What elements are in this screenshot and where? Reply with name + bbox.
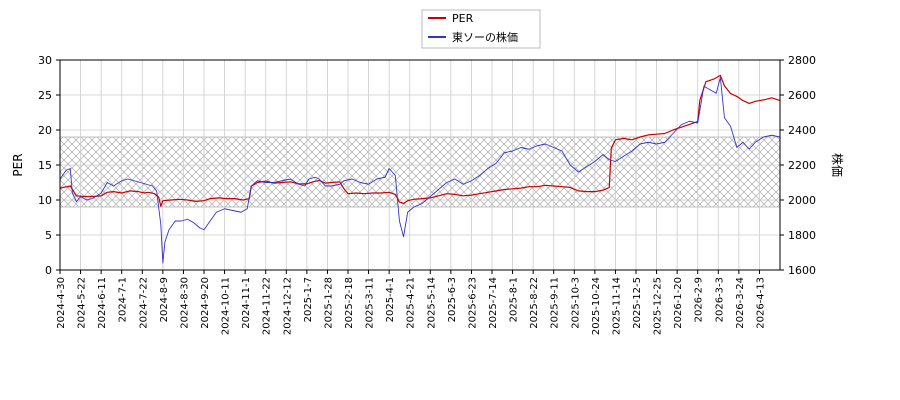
x-axis-tick-label: 2025-3-11 (365, 277, 376, 329)
x-axis-tick-label: 2026-1-20 (673, 277, 684, 329)
x-axis-tick-label: 2025-5-14 (426, 277, 437, 329)
x-axis-tick-label: 2025-6-3 (447, 277, 458, 322)
right-axis-tick-label: 2600 (788, 89, 816, 102)
x-axis-tick-label: 2024-7-22 (138, 277, 149, 329)
legend-label-per: PER (452, 12, 474, 25)
x-axis-tick-label: 2025-10-3 (570, 277, 581, 329)
legend-box (421, 9, 541, 49)
x-axis-tick-label: 2024-4-30 (56, 277, 67, 329)
x-axis-tick-label: 2024-9-20 (200, 277, 211, 329)
x-axis-tick-label: 2026-3-24 (735, 277, 746, 329)
left-axis-tick-label: 0 (45, 264, 52, 277)
hatched-range-band (59, 136, 781, 208)
left-axis-tick-label: 5 (45, 229, 52, 242)
x-axis-tick-label: 2026-4-13 (755, 277, 766, 329)
x-axis-tick-label: 2024-12-12 (282, 277, 293, 335)
right-axis-tick-label: 1600 (788, 264, 816, 277)
x-axis-tick-label: 2025-4-21 (406, 277, 417, 329)
x-axis-tick-label: 2024-10-11 (221, 277, 232, 335)
x-axis-tick-label: 2024-8-9 (159, 277, 170, 322)
left-axis-tick-label: 30 (38, 54, 52, 67)
x-axis-tick-label: 2024-8-30 (179, 277, 190, 329)
left-axis-tick-label: 10 (38, 194, 52, 207)
x-axis-tick-label: 2024-5-22 (77, 277, 88, 329)
right-axis-tick-label: 2800 (788, 54, 816, 67)
left-axis-tick-label: 25 (38, 89, 52, 102)
x-axis-tick-label: 2025-6-23 (467, 277, 478, 329)
x-axis-tick-label: 2025-11-14 (611, 277, 622, 335)
x-axis-tick-label: 2026-3-3 (714, 277, 725, 322)
x-axis-tick-label: 2026-2-9 (694, 277, 705, 322)
x-axis-tick-label: 2025-7-14 (488, 277, 499, 329)
right-axis-tick-label: 2000 (788, 194, 816, 207)
left-axis-tick-label: 20 (38, 124, 52, 137)
x-axis-tick-label: 2025-8-22 (529, 277, 540, 329)
x-axis-tick-label: 2025-2-18 (344, 277, 355, 329)
x-axis-tick-label: 2025-1-28 (323, 277, 334, 329)
x-axis-tick-label: 2024-11-1 (241, 277, 252, 329)
x-axis-tick-label: 2024-11-22 (262, 277, 273, 335)
x-axis-tick-label: 2025-12-5 (632, 277, 643, 329)
right-axis-tick-label: 2400 (788, 124, 816, 137)
x-axis-tick-label: 2025-9-11 (550, 277, 561, 329)
x-axis-tick-label: 2024-7-1 (118, 277, 129, 322)
legend-label-stock-price: 東ソーの株価 (452, 30, 518, 44)
right-axis-label: 株価 (830, 153, 845, 177)
right-axis-tick-label: 1800 (788, 229, 816, 242)
x-axis-tick-label: 2024-6-11 (97, 277, 108, 329)
x-axis-tick-label: 2025-1-7 (303, 277, 314, 322)
left-axis-tick-label: 15 (38, 159, 52, 172)
left-axis-label: PER (11, 153, 25, 176)
x-axis-tick-label: 2025-4-1 (385, 277, 396, 322)
right-axis-tick-label: 2200 (788, 159, 816, 172)
stock-price-series-line (60, 77, 780, 264)
x-axis-tick-label: 2025-8-1 (509, 277, 520, 322)
per-series-line (60, 74, 780, 207)
legend: PER 東ソーの株価 (421, 9, 541, 49)
x-axis-tick-label: 2025-10-24 (591, 277, 602, 335)
x-axis-tick-label: 2025-12-25 (653, 277, 664, 335)
